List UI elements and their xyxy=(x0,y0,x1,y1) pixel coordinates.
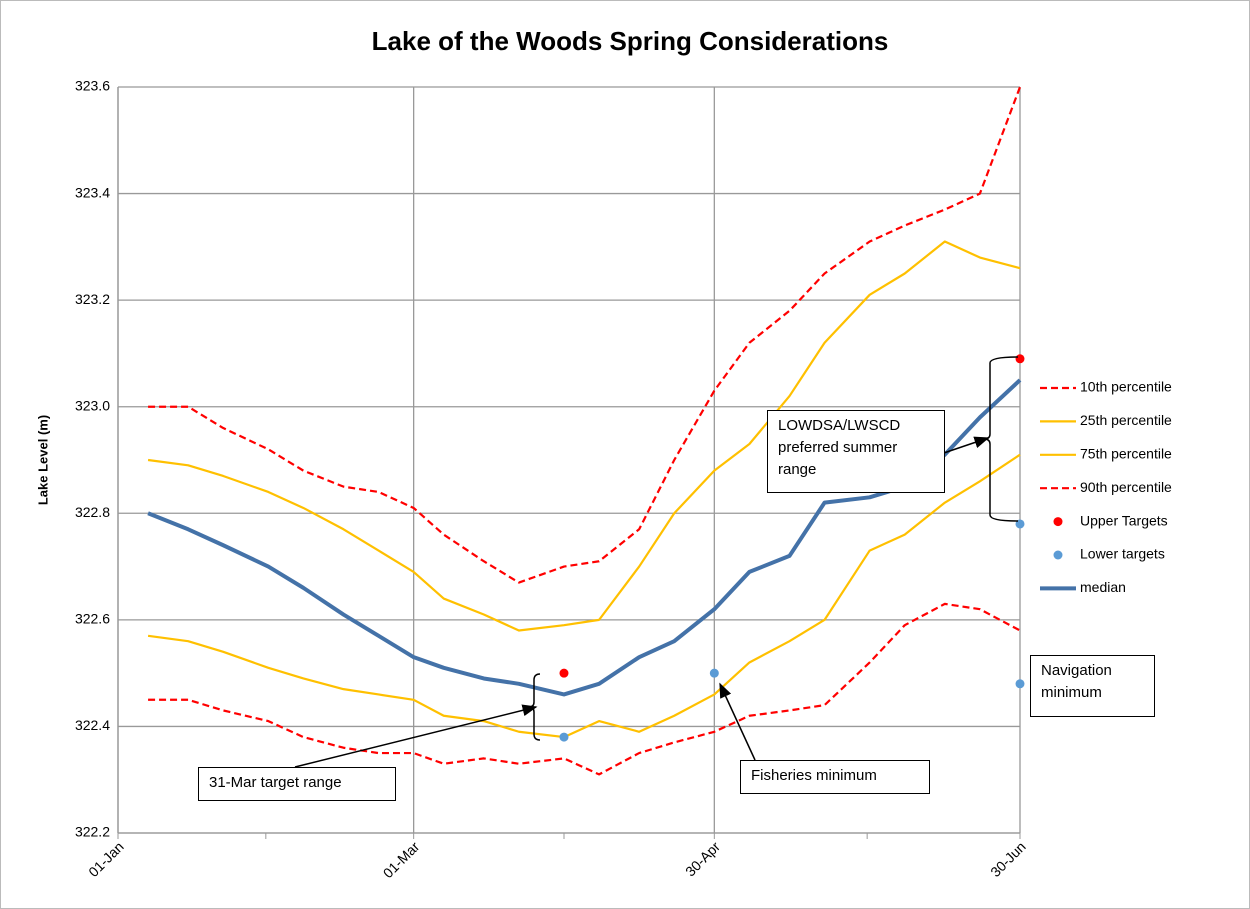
y-tick-label: 323.0 xyxy=(75,397,110,413)
series-line xyxy=(148,602,1021,776)
legend-label: Upper Targets xyxy=(1080,512,1168,528)
arrow xyxy=(294,704,538,768)
legend-marker xyxy=(1053,550,1063,560)
legend-label: 10th percentile xyxy=(1080,379,1172,395)
legend-label: 75th percentile xyxy=(1080,446,1172,462)
legend-label: 25th percentile xyxy=(1080,412,1172,428)
y-tick-label: 322.8 xyxy=(75,504,110,520)
series-line xyxy=(147,240,1021,632)
y-tick-label: 323.2 xyxy=(75,291,110,307)
y-tick-label: 323.6 xyxy=(75,78,110,94)
annotation: 31-Mar target range xyxy=(198,767,396,801)
y-tick-label: 322.6 xyxy=(75,611,110,627)
y-axis-label: Lake Level (m) xyxy=(35,415,50,505)
series-line xyxy=(148,86,1022,584)
target-point xyxy=(709,668,719,678)
series-line xyxy=(147,453,1021,739)
annotation: LOWDSA/LWSCD preferred summer range xyxy=(767,410,945,493)
legend-label: median xyxy=(1080,579,1126,595)
y-tick-label: 322.4 xyxy=(75,717,110,733)
chart-title: Lake of the Woods Spring Considerations xyxy=(372,26,889,56)
series-line xyxy=(147,378,1022,697)
annotation: Navigation minimum xyxy=(1030,655,1155,717)
annotation: Fisheries minimum xyxy=(740,760,930,794)
target-point xyxy=(559,732,569,742)
arrow xyxy=(719,682,756,761)
legend-marker xyxy=(1053,517,1063,527)
legend-label: 90th percentile xyxy=(1080,479,1172,495)
y-tick-label: 323.4 xyxy=(75,184,110,200)
target-point xyxy=(559,668,569,678)
legend-label: Lower targets xyxy=(1080,546,1165,562)
y-tick-label: 322.2 xyxy=(75,824,110,840)
target-point xyxy=(1015,354,1025,364)
target-point xyxy=(1015,679,1025,689)
